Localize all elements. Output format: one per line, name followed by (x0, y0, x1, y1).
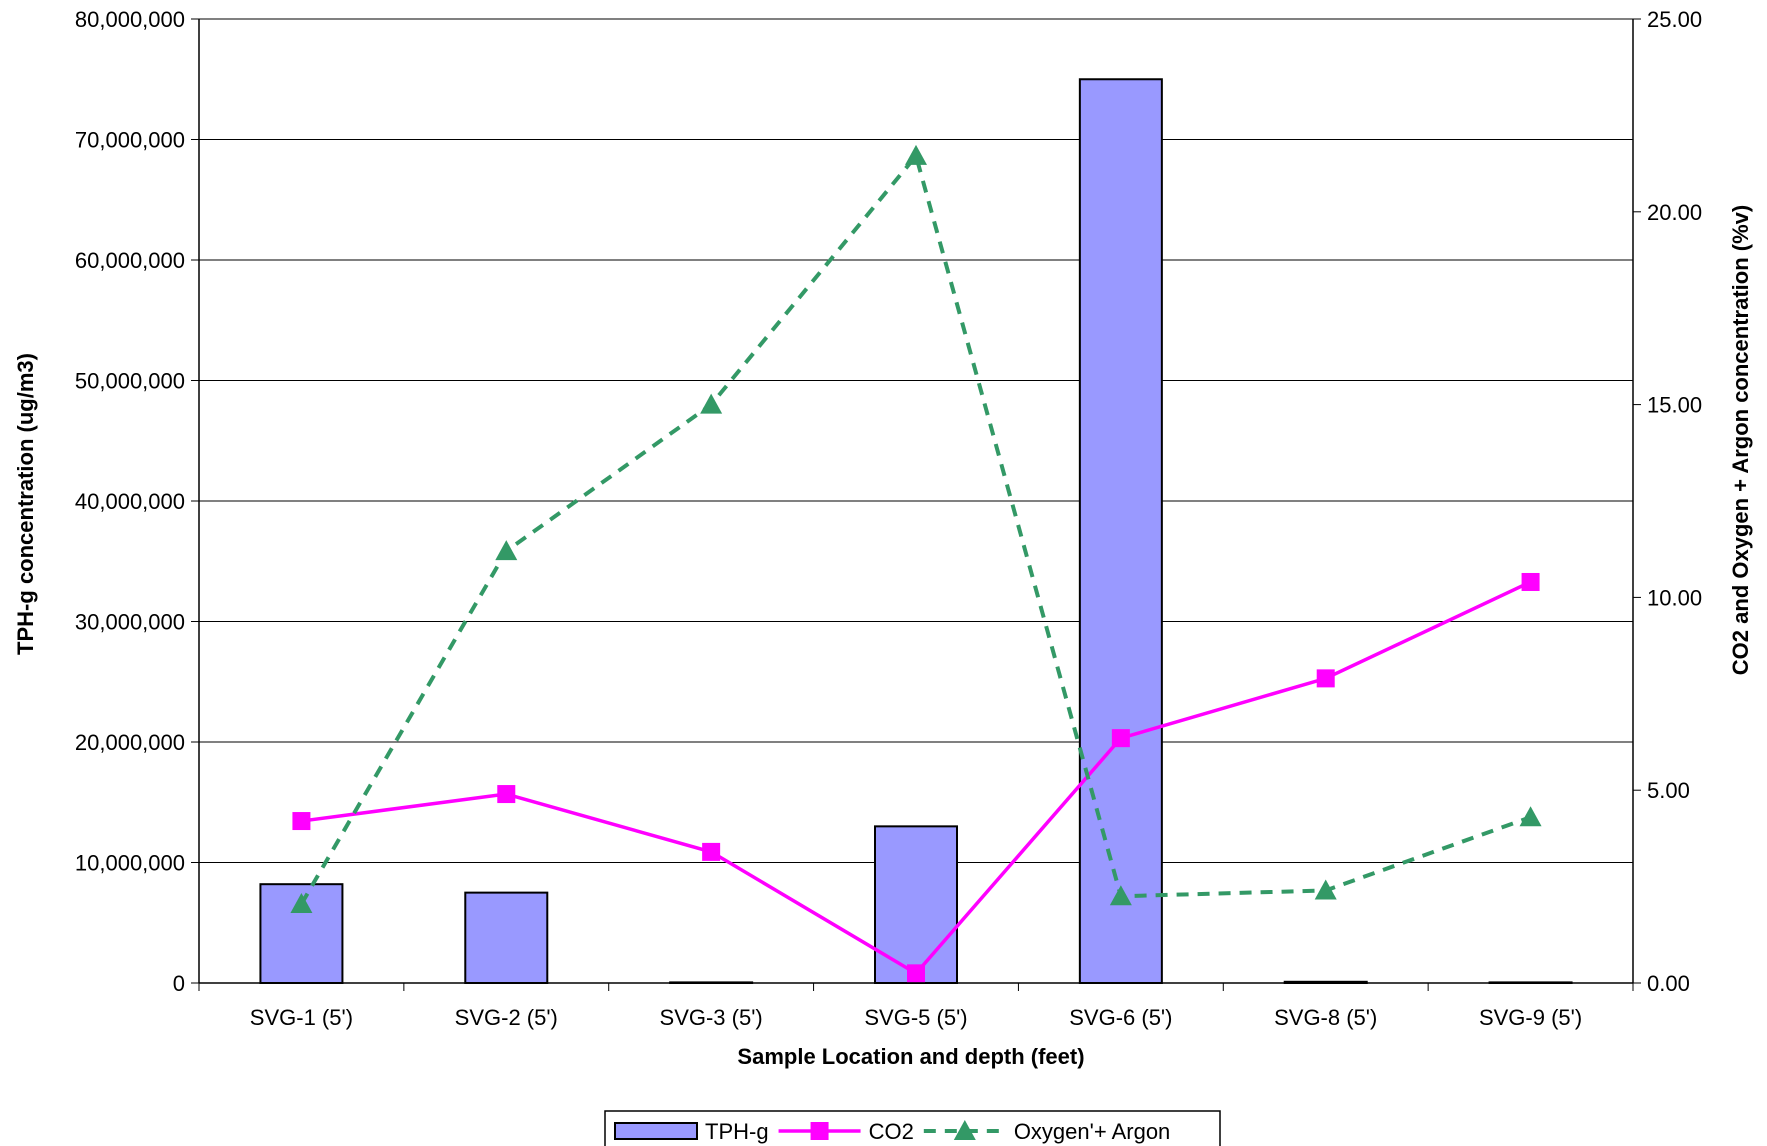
oxygen-argon-marker (1519, 806, 1542, 827)
left-y-tick-label: 40,000,000 (75, 489, 185, 514)
line-series (290, 144, 1542, 983)
oxygen-argon-marker (1314, 879, 1337, 900)
right-y-tick-label: 5.00 (1647, 778, 1690, 803)
right-y-tick-label: 25.00 (1647, 7, 1702, 32)
left-y-tick-label: 0 (173, 971, 185, 996)
oxygen-argon-marker (905, 144, 927, 165)
left-y-tick-label: 10,000,000 (75, 851, 185, 876)
left-y-tick-label: 30,000,000 (75, 610, 185, 635)
co2-marker (497, 785, 516, 804)
left-y-axis-title: TPH-g concentration (ug/m3) (13, 353, 38, 655)
oxygen-argon-marker (495, 540, 518, 561)
x-tick-label: SVG-2 (5') (455, 1005, 558, 1030)
right-y-tick-label: 15.00 (1647, 393, 1702, 418)
axes: 0 10,000,000 20,000,000 30,000,000 40,000,00… (75, 7, 1702, 1030)
right-y-tick-label: 10.00 (1647, 585, 1702, 610)
x-axis-title: Sample Location and depth (feet) (737, 1044, 1084, 1069)
tph-g-bar (464, 891, 549, 984)
co2-marker (1316, 669, 1335, 688)
x-tick-label: SVG-1 (5') (250, 1005, 353, 1030)
co2-marker (702, 842, 721, 861)
legend-marker-oxygen-argon (953, 1120, 976, 1140)
legend-label: CO2 (869, 1119, 914, 1144)
right-y-tick-label: 20.00 (1647, 200, 1702, 225)
co2-marker (1111, 729, 1130, 748)
co2-marker (907, 964, 925, 983)
x-tick-label: SVG-9 (5') (1479, 1005, 1582, 1030)
x-tick-label: SVG-8 (5') (1274, 1005, 1377, 1030)
legend-box (604, 1110, 1221, 1146)
tph-g-bar (874, 825, 958, 984)
left-y-tick-label: 60,000,000 (75, 248, 185, 273)
legend: TPH-g CO2 Oxygen'+ Argon (604, 1110, 1221, 1146)
oxygen-argon-marker (1109, 885, 1132, 906)
x-tick-label: SVG-5 (5') (864, 1005, 967, 1030)
left-y-tick-label: 20,000,000 (75, 730, 185, 755)
legend-label: Oxygen'+ Argon (1014, 1119, 1170, 1144)
oxygen-argon-line (299, 151, 1532, 905)
oxygen-argon-marker (700, 393, 723, 414)
tph-g-bars (259, 78, 1573, 985)
left-y-tick-label: 70,000,000 (75, 128, 185, 153)
x-tick-label: SVG-3 (5') (660, 1005, 763, 1030)
left-y-tick-label: 80,000,000 (75, 7, 185, 32)
co2-marker (292, 812, 311, 831)
gridlines (199, 18, 1633, 863)
oxygen-argon-marker (290, 892, 313, 913)
legend-label: TPH-g (705, 1119, 769, 1144)
tph-g-bar (1078, 78, 1163, 984)
legend-marker-co2 (810, 1122, 829, 1140)
left-y-tick-label: 50,000,000 (75, 369, 185, 394)
right-y-axis-title: CO2 and Oxygen + Argon concentration (%v… (1728, 205, 1753, 675)
x-tick-label: SVG-6 (5') (1069, 1005, 1172, 1030)
legend-swatch-tph-g (614, 1122, 698, 1140)
co2-marker (1521, 572, 1540, 591)
right-y-tick-label: 0.00 (1647, 971, 1690, 996)
